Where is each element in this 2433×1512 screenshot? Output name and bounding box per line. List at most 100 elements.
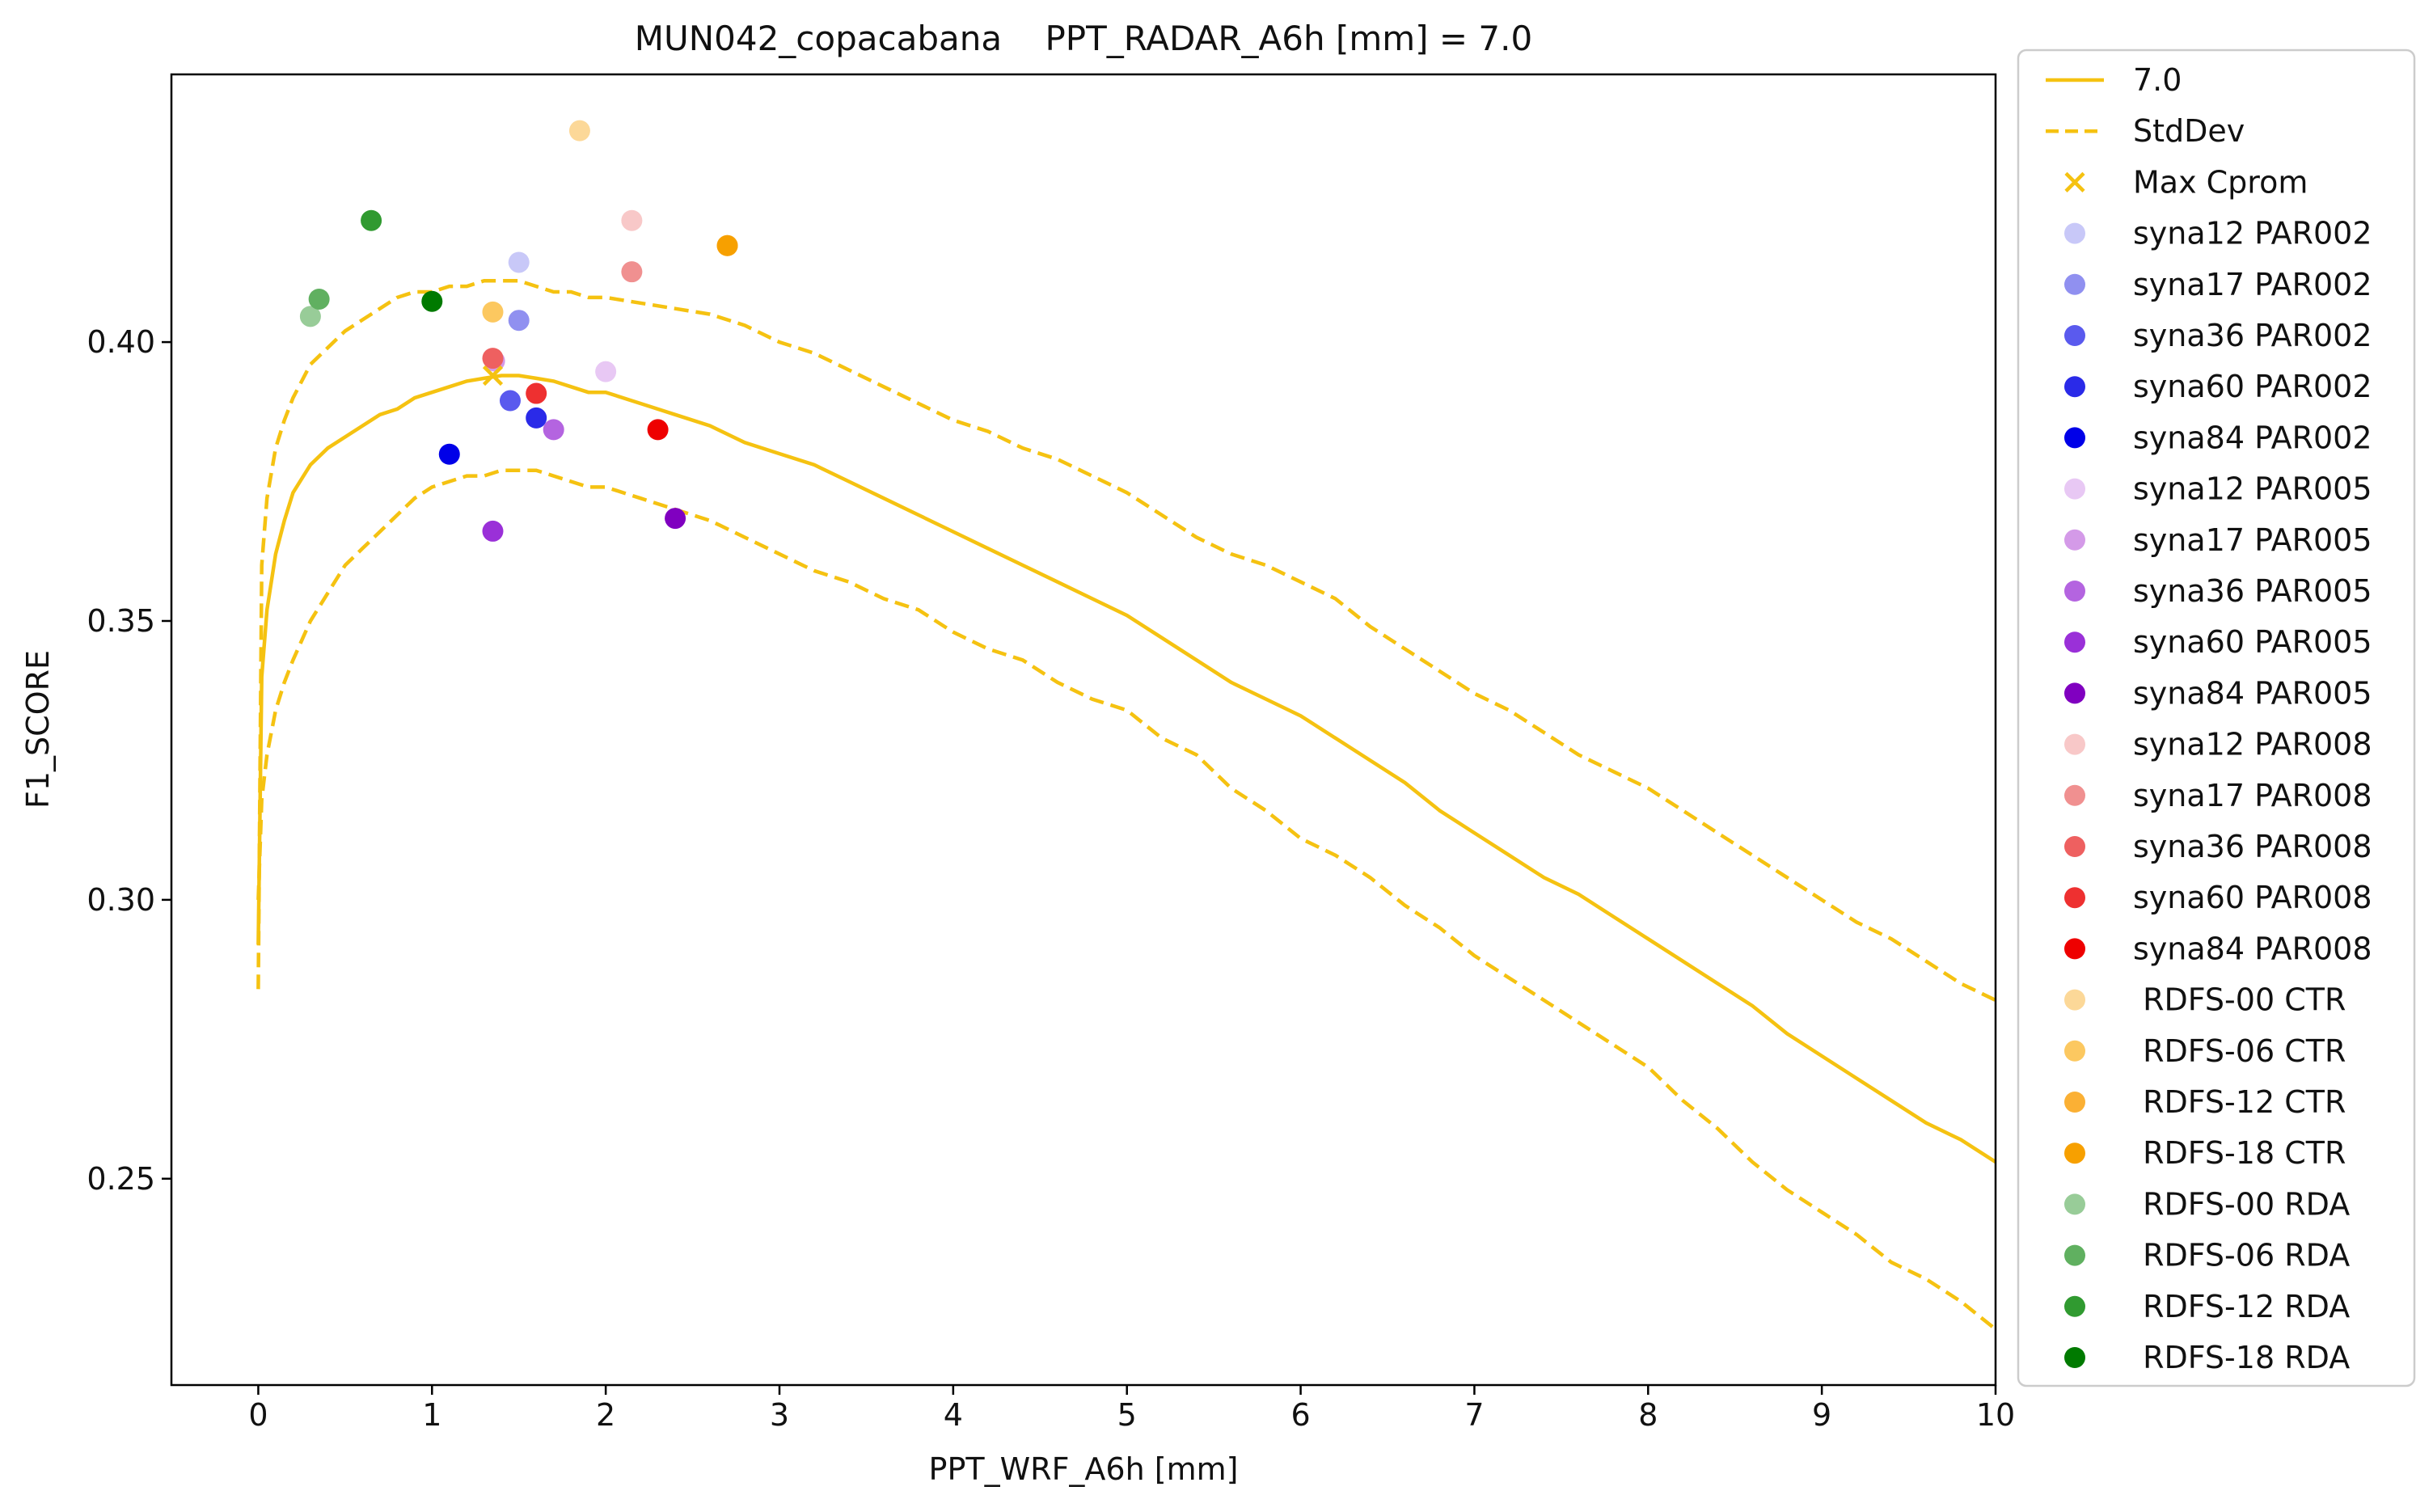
- legend-dot-swatch: [2064, 325, 2085, 346]
- legend-entry: syna17 PAR008: [2064, 778, 2372, 813]
- y-tick-label: 0.30: [87, 882, 155, 918]
- legend-entry: RDFS-18 CTR: [2064, 1135, 2346, 1171]
- point-rdfs-00-rda: [299, 306, 321, 327]
- point-syna84-par005: [665, 508, 686, 530]
- point-syna36-par008: [482, 348, 504, 370]
- point-syna12-par002: [508, 251, 530, 273]
- f1-mean-line: [256, 374, 1996, 1164]
- legend-dot-swatch: [2064, 1040, 2085, 1062]
- legend-dot-swatch: [2064, 1295, 2085, 1317]
- legend-dot-swatch: [2064, 1244, 2085, 1266]
- legend-entry: RDFS-06 CTR: [2064, 1033, 2346, 1069]
- legend-label: RDFS-00 RDA: [2133, 1186, 2350, 1222]
- legend-dot-swatch: [2064, 273, 2085, 295]
- legend-label: syna17 PAR005: [2133, 522, 2372, 558]
- y-axis: 0.25 0.30 0.35 0.40: [87, 324, 171, 1197]
- legend-entry: syna36 PAR002: [2064, 318, 2372, 353]
- legend-entry: RDFS-00 RDA: [2064, 1186, 2350, 1222]
- legend-entry: syna12 PAR005: [2064, 471, 2372, 507]
- chart-title: MUN042_copacabana PPT_RADAR_A6h [mm] = 7…: [635, 19, 1532, 58]
- legend-label: syna84 PAR008: [2133, 931, 2372, 966]
- point-syna12-par005: [595, 361, 617, 382]
- plot-area: [256, 120, 1996, 1331]
- legend-label: Max Cprom: [2133, 164, 2308, 200]
- legend-dot-swatch: [2064, 631, 2085, 653]
- legend-entry: syna84 PAR008: [2064, 931, 2372, 966]
- legend-label: syna12 PAR008: [2133, 727, 2372, 762]
- legend-entry: syna60 PAR005: [2064, 624, 2372, 660]
- stddev-line-2: [256, 468, 1996, 1331]
- x-tick-label: 5: [1117, 1397, 1137, 1433]
- legend-entry: syna17 PAR002: [2064, 267, 2372, 302]
- legend-label: RDFS-18 RDA: [2133, 1340, 2350, 1375]
- legend-label: RDFS-12 CTR: [2133, 1084, 2346, 1120]
- x-tick-label: 7: [1464, 1397, 1484, 1433]
- legend-label: RDFS-06 RDA: [2133, 1238, 2350, 1273]
- legend-entry: syna84 PAR002: [2064, 420, 2372, 455]
- x-tick-label: 3: [770, 1397, 789, 1433]
- y-tick-label: 0.40: [87, 324, 155, 360]
- legend-dot-swatch: [2064, 427, 2085, 449]
- legend-box: [2017, 49, 2416, 1387]
- x-axis: 0 1 2 3 4 5 6 7 8 9 10: [248, 1385, 2015, 1433]
- legend-dot-swatch: [2064, 1142, 2085, 1164]
- legend-label: syna17 PAR008: [2133, 778, 2372, 813]
- point-syna60-par002: [526, 407, 547, 429]
- point-syna36-par005: [543, 419, 564, 441]
- legend-entries: 7.0 StdDev Max Cprom syna12 PAR002 syna17 PA…: [2046, 62, 2372, 1375]
- legend-x-swatch: [2064, 171, 2085, 192]
- legend-label: syna60 PAR005: [2133, 624, 2372, 660]
- legend-entry: StdDev: [2046, 113, 2245, 149]
- legend-entry: RDFS-06 RDA: [2064, 1238, 2350, 1273]
- legend-dot-swatch: [2064, 733, 2085, 755]
- legend-entry: RDFS-18 RDA: [2064, 1340, 2350, 1375]
- point-syna60-par008: [526, 382, 547, 404]
- plot-frame: [170, 73, 1997, 1387]
- legend-dot-swatch: [2064, 1193, 2085, 1215]
- x-tick-label: 6: [1290, 1397, 1310, 1433]
- legend-dot-swatch: [2064, 376, 2085, 398]
- legend-dot-swatch: [2064, 989, 2085, 1011]
- point-rdfs-00-ctr: [568, 120, 590, 141]
- y-axis-label: F1_SCORE: [20, 650, 56, 809]
- legend-entry: syna36 PAR005: [2064, 573, 2372, 609]
- point-rdfs-18-rda: [421, 290, 443, 312]
- legend-dot-swatch: [2064, 529, 2085, 551]
- legend-dot-swatch: [2064, 887, 2085, 909]
- legend-dot-swatch: [2064, 478, 2085, 500]
- x-tick-label: 2: [596, 1397, 615, 1433]
- point-rdfs-18-ctr: [716, 234, 738, 256]
- x-tick-label: 4: [944, 1397, 963, 1433]
- legend-entry: syna17 PAR005: [2064, 522, 2372, 558]
- legend-dot-swatch: [2064, 784, 2085, 806]
- legend-entry: syna36 PAR008: [2064, 829, 2372, 864]
- x-axis-label: PPT_WRF_A6h [mm]: [929, 1451, 1239, 1487]
- legend-entry: syna84 PAR005: [2064, 675, 2372, 711]
- legend-dot-swatch: [2064, 938, 2085, 960]
- legend-label: RDFS-12 RDA: [2133, 1289, 2350, 1324]
- legend-dot-swatch: [2064, 222, 2085, 244]
- point-rdfs-06-ctr: [482, 301, 504, 323]
- x-tick-label: 10: [1976, 1397, 2015, 1433]
- legend-dot-swatch: [2064, 1347, 2085, 1368]
- legend-label: syna36 PAR002: [2133, 318, 2372, 353]
- point-syna17-par002: [508, 310, 530, 332]
- legend-entry: RDFS-12 RDA: [2064, 1289, 2350, 1324]
- legend-entry: syna60 PAR002: [2064, 369, 2372, 404]
- legend-entry: RDFS-12 CTR: [2064, 1084, 2346, 1120]
- point-syna12-par008: [621, 209, 643, 231]
- legend-label: syna60 PAR008: [2133, 880, 2372, 915]
- legend: 7.0 StdDev Max Cprom syna12 PAR002 syna17 PA…: [2017, 49, 2416, 1387]
- legend-entry: syna12 PAR008: [2064, 727, 2372, 762]
- legend-label: syna84 PAR005: [2133, 675, 2372, 711]
- point-rdfs-12-rda: [361, 209, 382, 231]
- legend-label: RDFS-18 CTR: [2133, 1135, 2346, 1171]
- legend-dot-swatch: [2064, 682, 2085, 704]
- x-tick-label: 9: [1812, 1397, 1831, 1433]
- x-tick-label: 1: [422, 1397, 441, 1433]
- legend-label: syna12 PAR002: [2133, 216, 2372, 251]
- x-tick-label: 0: [248, 1397, 268, 1433]
- max-cprom-marker: [482, 365, 504, 386]
- legend-dot-swatch: [2064, 581, 2085, 602]
- legend-dot-swatch: [2064, 836, 2085, 857]
